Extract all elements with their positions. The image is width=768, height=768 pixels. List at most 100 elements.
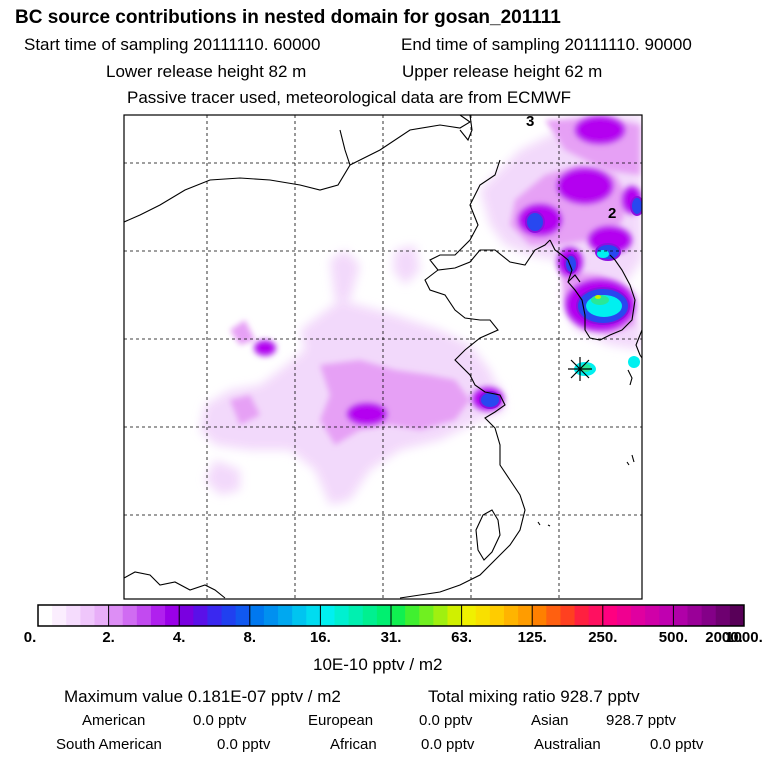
colorbar-cell [179,605,194,626]
colorbar-cell [673,605,689,626]
maximum-value: Maximum value 0.181E-07 pptv / m2 [64,687,341,706]
korea-west-bay [567,274,581,283]
tracer-note: Passive tracer used, meteorological data… [127,88,572,107]
colorbar-cell [108,605,124,626]
colorbar-tick-label: 2000. [705,629,743,646]
region-value-asian: 928.7 pptv [606,712,677,729]
colorbar-cell [503,605,519,626]
colorbar-cell [729,605,745,626]
colorbar-unit-label: 10E-10 pptv / m2 [313,655,443,674]
colorbar-cell [80,605,95,626]
colorbar-tick-label: 250. [588,629,618,646]
colorbar-cell [348,605,364,626]
korea-coast [549,239,636,341]
colorbar-cell [433,605,448,626]
upper-release-height: Upper release height 62 m [402,62,603,81]
colorbar-tick-label: 500. [658,629,688,646]
colorbar-dividers [108,605,674,626]
colorbar-frame [37,604,745,627]
colorbar-cell [489,605,505,626]
colorbar-tick-label: 0. [23,629,37,646]
colorbar-cell [207,605,223,626]
colorbar-cell [546,605,561,626]
region-value-european: 0.0 pptv [419,712,473,729]
ryukyu-islets [537,454,635,527]
region-name-american: American [82,712,146,729]
colorbar-cell [419,605,434,626]
colorbar-cell [560,605,576,626]
colorbar-cell [221,605,237,626]
colorbar-cell [150,605,166,626]
colorbar-cell [631,605,646,626]
colorbar-cell [461,605,477,626]
colorbar-cell [165,605,180,626]
region-value-south-american: 0.0 pptv [217,736,271,753]
colorbar-cell [292,605,307,626]
contour-label-3: 3 [526,113,534,130]
colorbar-cell [645,605,660,626]
region-name-australian: Australian [534,736,601,753]
colorbar-cell [52,605,67,626]
colorbar-cell [588,605,604,626]
south-border [124,571,226,599]
colorbar-cell [235,605,251,626]
colorbar-cells [38,605,745,626]
colorbar-cell [687,605,703,626]
colorbar-cell [715,605,731,626]
colorbar-cell [94,605,110,626]
colorbar-cell [574,605,590,626]
colorbar-cell [122,605,138,626]
colorbar-cell [320,605,336,626]
map-field: 3 2 [124,113,642,599]
plot-title: BC source contributions in nested domain… [15,7,561,28]
colorbar-cell [249,605,265,626]
colorbar-cell [701,605,717,626]
region-name-african: African [330,736,377,753]
contour-label-2: 2 [608,205,616,222]
colorbar-cell [602,605,618,626]
colorbar-cell [405,605,420,626]
colorbar-cell [66,605,81,626]
colorbar-tick-label: 4. [172,629,186,646]
lower-release-height: Lower release height 82 m [106,62,307,81]
colorbar-cell [376,605,392,626]
colorbar-cell [334,605,350,626]
star-marker [568,357,592,381]
start-time-label: Start time of sampling 20111110. 60000 [24,35,321,54]
colorbar-tick-label: 16. [309,629,331,646]
colorbar-cell [532,605,547,626]
region-value-australian: 0.0 pptv [650,736,704,753]
colorbar-cell [391,605,406,626]
colorbar-tick-label: 125. [517,629,547,646]
japan-coast [635,329,642,359]
end-time-label: End time of sampling 20111110. 90000 [401,35,692,54]
colorbar-tick-label: 8. [243,629,257,646]
region-name-south-american: South American [56,736,162,753]
plume-yellow-layer [595,295,601,299]
colorbar-cell [518,605,533,626]
northeast-border [349,115,472,166]
china-east-coast [399,269,526,599]
colorbar-cell [659,605,674,626]
graticule [124,115,642,599]
colorbar-cell [362,605,378,626]
colorbar-cell [263,605,279,626]
colorbar-cell [616,605,632,626]
colorbar-tick-label: 31. [380,629,402,646]
japan-islet [627,369,633,386]
total-mixing-ratio: Total mixing ratio 928.7 pptv [428,687,640,706]
colorbar-cell [306,605,321,626]
colorbar-cell [193,605,208,626]
taiwan-coast [475,509,501,561]
colorbar-cell [447,605,463,626]
colorbar-tick-label: 63. [451,629,473,646]
region-name-asian: Asian [531,712,569,729]
colorbar-cell [475,605,491,626]
colorbar-cell [136,605,152,626]
region-value-african: 0.0 pptv [421,736,475,753]
colorbar-cell [38,605,53,626]
colorbar-tick-label: 1000. [725,629,763,646]
colorbar-cell [278,605,293,626]
